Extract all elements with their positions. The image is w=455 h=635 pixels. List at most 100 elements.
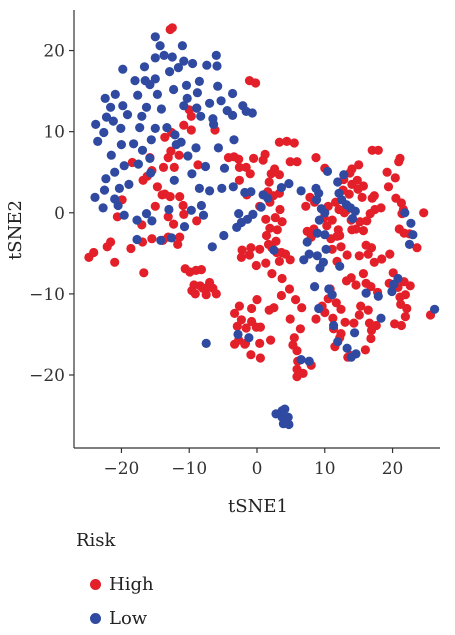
point-high (201, 290, 211, 300)
point-high (274, 256, 284, 266)
point-low (170, 130, 180, 140)
point-low (169, 175, 179, 185)
point-high (400, 312, 410, 322)
point-low (207, 242, 217, 252)
point-low (283, 412, 293, 422)
point-high (255, 322, 265, 332)
point-high (236, 252, 246, 262)
y-axis-label: tSNE2 (5, 200, 26, 260)
point-high (230, 308, 240, 318)
x-tick-label: −10 (171, 459, 207, 479)
point-low (430, 304, 440, 314)
point-high (234, 154, 244, 164)
point-high (349, 318, 359, 328)
point-high (341, 276, 352, 286)
x-axis-label: tSNE1 (228, 496, 288, 517)
point-low (339, 170, 349, 180)
point-high (167, 23, 177, 33)
point-low (304, 249, 314, 259)
point-high (265, 223, 275, 233)
point-low (335, 261, 345, 271)
point-high (271, 236, 281, 246)
point-low (146, 135, 156, 145)
point-high (251, 78, 261, 88)
legend-marker-high (90, 578, 101, 590)
point-low (110, 89, 120, 99)
point-low (280, 404, 290, 414)
point-low (315, 263, 325, 273)
point-high (292, 157, 302, 167)
point-low (202, 60, 212, 70)
point-low (122, 110, 133, 120)
point-low (137, 111, 147, 121)
point-high (373, 145, 383, 155)
x-tick-label: 0 (252, 459, 263, 479)
point-low (91, 119, 101, 129)
point-high (352, 175, 362, 185)
point-high (169, 219, 179, 229)
point-low (116, 123, 126, 133)
point-low (132, 215, 142, 225)
point-low (247, 108, 257, 118)
point-low (171, 140, 181, 150)
point-low (320, 230, 330, 240)
point-high (377, 254, 387, 264)
point-high (291, 295, 301, 305)
point-low (188, 58, 198, 69)
point-low (276, 183, 286, 193)
point-low (181, 80, 192, 90)
point-high (247, 303, 257, 314)
legend-title: Risk (76, 530, 116, 551)
point-high (186, 111, 196, 121)
point-high (230, 339, 240, 349)
point-high (396, 320, 406, 331)
y-axis: 20 10 0 −10 −20 (29, 10, 75, 448)
point-low (145, 80, 155, 90)
point-low (373, 291, 383, 301)
point-high (285, 314, 295, 324)
x-tick-label: 10 (314, 459, 336, 479)
point-low (234, 209, 244, 219)
point-low (219, 163, 230, 173)
point-low (201, 338, 211, 348)
point-low (284, 419, 294, 430)
point-low (310, 282, 320, 292)
point-high (234, 162, 244, 172)
point-low (213, 143, 223, 153)
point-low (150, 123, 160, 133)
point-high (354, 251, 364, 261)
point-low (333, 177, 343, 187)
point-high (126, 243, 136, 254)
point-high (360, 345, 370, 355)
point-high (260, 149, 270, 159)
point-low (137, 145, 148, 155)
point-low (393, 273, 403, 284)
point-high (255, 353, 265, 363)
point-low (192, 88, 202, 98)
point-low (217, 183, 227, 193)
y-tick-label: −10 (29, 285, 65, 305)
point-low (118, 64, 128, 74)
point-low (130, 76, 140, 86)
point-high (237, 245, 247, 255)
point-low (106, 102, 116, 112)
point-high (363, 305, 373, 315)
point-low (205, 186, 215, 196)
point-low (90, 192, 100, 202)
point-high (419, 208, 429, 218)
point-high (362, 216, 372, 226)
point-high (355, 217, 365, 227)
point-low (200, 161, 211, 172)
point-low (269, 245, 279, 255)
point-high (244, 250, 255, 260)
point-low (233, 329, 243, 339)
point-low (404, 239, 415, 249)
point-high (169, 162, 179, 172)
point-high (186, 125, 196, 135)
point-low (329, 320, 339, 331)
point-high (371, 320, 381, 331)
point-low (314, 303, 324, 314)
point-low (296, 186, 306, 196)
point-low (387, 286, 397, 297)
